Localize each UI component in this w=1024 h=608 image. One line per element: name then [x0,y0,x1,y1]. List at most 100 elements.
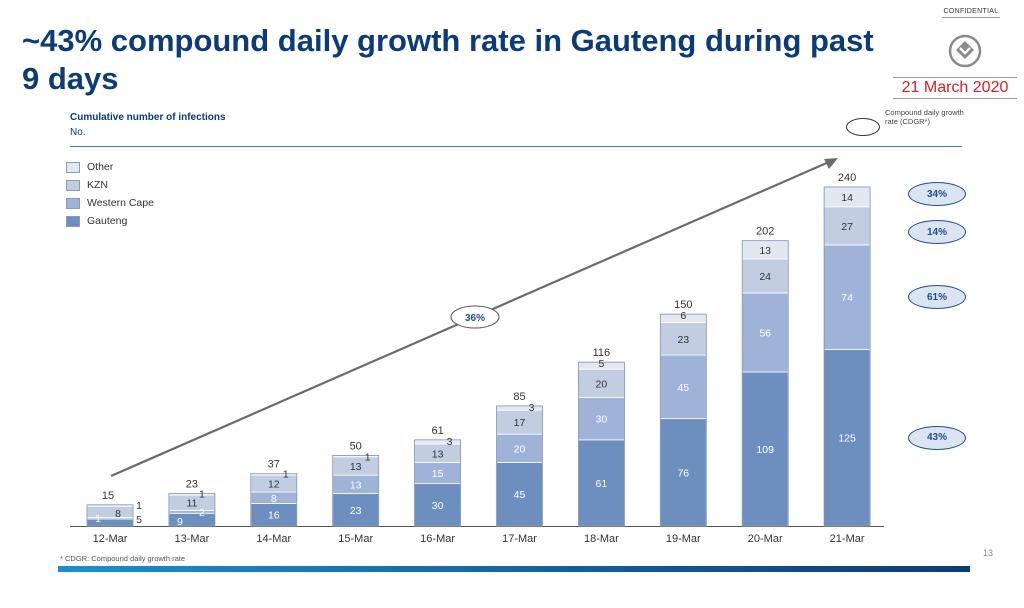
segment-value-label: 5 [598,358,604,370]
bar-segment [741,371,789,527]
segment-value-label: 20 [596,378,608,390]
bar-outline [168,493,216,527]
bar-outline [496,405,543,527]
segment-value-label: 13 [759,245,771,257]
x-tick-label: 21-Mar [830,533,865,545]
slide-title: ~43% compound daily growth rate in Gaute… [22,23,874,96]
segment-value-label: 45 [677,382,689,394]
cdgr-legend-text: Compound daily growth rate (CDGR*) [885,108,964,126]
segment-value-label: 23 [350,505,362,517]
growth-arrow-head [824,158,838,169]
bar-total-label: 116 [593,347,611,359]
segment-value-label: 27 [841,221,853,233]
segment-value-label: 20 [514,443,526,455]
bar-outline [86,504,134,527]
x-tick-label: 19-Mar [666,533,701,545]
chart-unit-label: No. [70,127,86,138]
segment-value-label: 125 [838,433,856,445]
discovery-logo-icon [948,34,982,73]
x-tick-label: 17-Mar [502,533,537,545]
bar-segment [86,505,134,518]
legend-label: KZN [87,179,108,191]
segment-value-label: 15 [432,468,444,480]
slide-date: 21 March 2020 [893,77,1017,99]
segment-value-label: 17 [514,417,526,429]
overall-cdgr-label: 36% [465,313,485,324]
segment-value-label: 23 [677,334,689,346]
segment-value-label: 5 [136,514,142,526]
series-cdgr-ellipse: 61% [908,285,966,310]
segment-value-label: 12 [268,479,280,491]
segment-value-label: 30 [596,414,608,426]
segment-value-label: 13 [350,479,362,491]
bar-segment [496,405,543,411]
x-tick-label: 20-Mar [748,533,783,545]
segment-value-label: 11 [186,498,197,510]
cdgr-legend-ellipse [846,118,880,136]
legend-swatch [66,161,80,173]
series-cdgr-ellipse: 34% [908,182,966,206]
segment-value-label: 24 [759,271,771,283]
legend-label: Gauteng [87,215,128,227]
segment-value-label: 1 [95,513,101,525]
bar-outline [332,454,380,527]
overall-cdgr-ellipse [450,305,500,329]
bar-segment [741,258,789,294]
segment-value-label: 14 [841,192,853,204]
bar-total-label: 37 [268,459,280,471]
bar-total-label: 85 [513,391,525,403]
bar-total-label: 202 [756,226,774,238]
segment-value-label: 8 [115,508,121,520]
segment-value-label: 61 [596,478,608,490]
bar-segment [659,418,707,527]
legend-swatch [66,215,80,227]
bar-outline [741,240,789,527]
x-tick-label: 13-Mar [174,533,209,545]
segment-value-label: 1 [365,451,371,463]
bar-segment [578,397,625,441]
segment-value-label: 13 [432,448,444,460]
x-tick-label: 18-Mar [584,533,619,545]
page-number: 13 [983,548,994,558]
series-cdgr-ellipse: 43% [908,425,966,450]
bar-segment [414,439,462,445]
bar-total-label: 15 [102,490,114,502]
chart-legend: Other KZN Western Cape Gauteng [66,158,154,230]
legend-swatch [66,179,80,191]
bar-segment [496,462,543,527]
segment-value-label: 1 [136,500,142,512]
legend-item: Western Cape [66,194,154,212]
segment-value-label: 1 [283,469,289,481]
legend-label: Other [87,161,114,173]
legend-label: Western Cape [87,197,154,209]
x-tick-label: 14-Mar [256,533,291,545]
x-tick-label: 16-Mar [420,533,455,545]
x-tick-label: 15-Mar [338,533,373,545]
segment-value-label: 30 [432,500,444,512]
segment-value-label: 3 [447,436,453,448]
bar-total-label: 240 [838,172,856,184]
bar-total-label: 150 [674,299,692,311]
bar-segment [168,512,216,527]
bar-total-label: 23 [186,479,198,491]
segment-value-label: 8 [271,493,277,505]
bar-outline [250,473,298,527]
legend-item: Gauteng [66,212,154,230]
bar-segment [86,518,134,527]
segment-value-label: 74 [841,292,853,304]
segment-value-label: 9 [177,516,183,528]
bar-outline [823,186,871,527]
segment-value-label: 76 [677,467,689,479]
x-tick-label: 12-Mar [93,533,128,545]
segment-value-label: 3 [529,402,535,414]
bar-segment [332,493,380,527]
legend-item: KZN [66,176,154,194]
segment-value-label: 45 [514,489,526,501]
series-cdgr-ellipse: 14% [908,220,966,244]
bar-outline [659,313,707,527]
footnote: * CDGR: Compound daily growth rate [60,554,186,563]
segment-value-label: 16 [268,510,280,522]
bar-total-label: 61 [431,425,443,437]
bar-segment [741,292,789,373]
